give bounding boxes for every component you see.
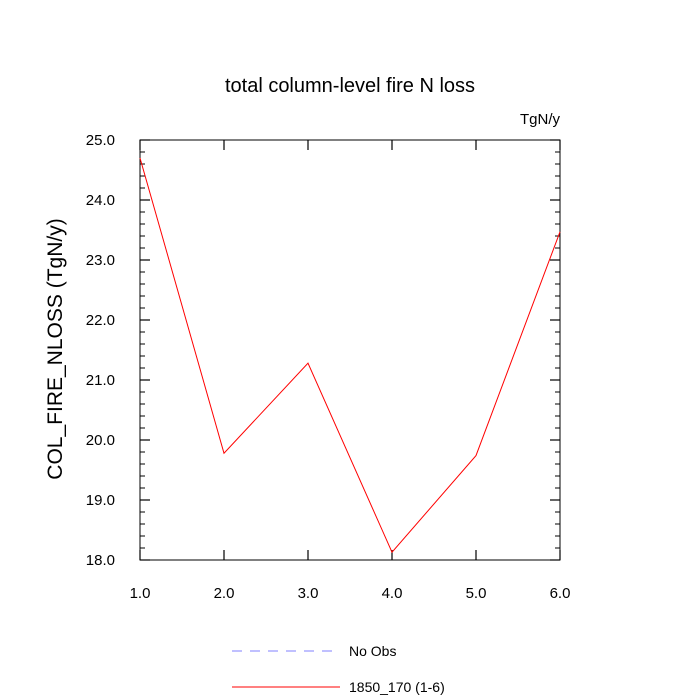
x-tick-label: 1.0	[130, 585, 151, 602]
x-tick-label: 5.0	[466, 585, 487, 602]
series-line	[139, 157, 561, 554]
legend-label: No Obs	[349, 643, 396, 659]
axis-tick-labels: 1.0 2.0 3.0 4.0 5.0 6.0 18.0 19.0 20.0 21.0 22.0 23…	[86, 132, 571, 602]
axis-ticks	[139, 139, 561, 561]
y-tick-label: 21.0	[86, 372, 115, 389]
x-tick-label: 6.0	[550, 585, 571, 602]
legend: No Obs 1850_170 (1-6)	[232, 643, 445, 695]
x-tick-label: 4.0	[382, 585, 403, 602]
y-tick-label: 20.0	[86, 432, 115, 449]
chart-title: total column-level fire N loss	[225, 75, 475, 97]
y-tick-label: 25.0	[86, 132, 115, 149]
y-axis-label: COL_FIRE_NLOSS (TgN/y)	[44, 218, 67, 479]
y-tick-label: 24.0	[86, 192, 115, 209]
legend-label: 1850_170 (1-6)	[349, 679, 445, 695]
y-tick-label: 19.0	[86, 492, 115, 509]
data-series	[139, 157, 561, 554]
x-tick-label: 3.0	[298, 585, 319, 602]
y-tick-label: 18.0	[86, 552, 115, 569]
units-label: TgN/y	[520, 111, 561, 128]
x-tick-label: 2.0	[214, 585, 235, 602]
y-tick-label: 22.0	[86, 312, 115, 329]
y-tick-label: 23.0	[86, 252, 115, 269]
plot-frame	[139, 139, 561, 561]
